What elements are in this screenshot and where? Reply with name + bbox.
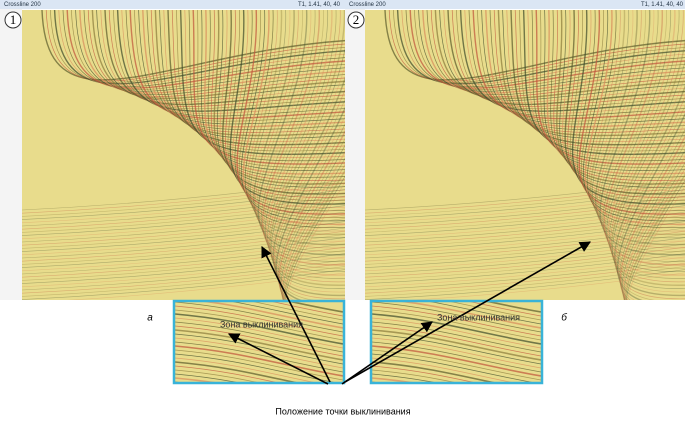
background — [0, 0, 685, 382]
header-right: T1, 1.41, 40, 40 — [641, 2, 684, 8]
panel-number: 2 — [353, 12, 360, 27]
zone-label: Зона выклинивания — [437, 312, 520, 322]
panel-letter: а — [147, 313, 153, 324]
axis-strip — [0, 9, 22, 300]
header-left: Crossline 200 — [349, 2, 386, 8]
caption: Положение точки выклинивания — [275, 406, 410, 416]
panel-number: 1 — [10, 12, 17, 27]
page: Crossline 200 T1, 1.41, 40, 40 Crossline… — [0, 0, 685, 425]
zone-label: Зона выклинивания — [220, 319, 303, 329]
header-right: T1, 1.41, 40, 40 — [298, 2, 341, 8]
header-left: Crossline 200 — [4, 2, 41, 8]
panel-letter: б — [561, 312, 567, 324]
header-bar — [0, 0, 345, 9]
header-bar — [345, 0, 685, 9]
axis-strip — [345, 9, 365, 300]
figure: Crossline 200 T1, 1.41, 40, 40 Crossline… — [0, 0, 685, 425]
